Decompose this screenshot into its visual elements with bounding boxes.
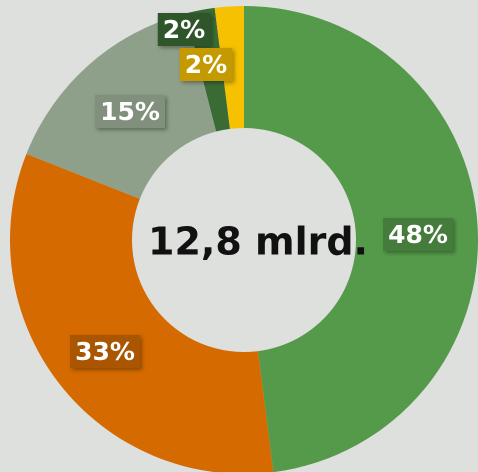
center-label: 12,8 mlrd.	[148, 220, 368, 264]
value-label: 2%	[185, 50, 227, 79]
value-label: 33%	[75, 337, 135, 366]
value-label-box	[179, 48, 233, 81]
value-label-box	[95, 95, 165, 128]
value-label: 2%	[163, 15, 205, 44]
value-label-box	[157, 13, 211, 46]
donut-slice	[10, 153, 274, 472]
value-label: 15%	[100, 97, 160, 126]
value-label-box	[70, 335, 140, 368]
value-label: 48%	[388, 220, 448, 249]
value-label-box	[383, 218, 453, 251]
donut-slice	[244, 6, 478, 472]
